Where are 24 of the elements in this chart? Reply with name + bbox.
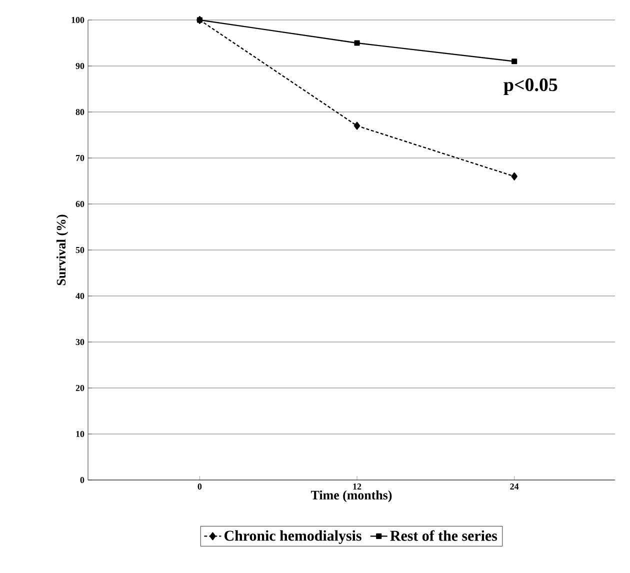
point <box>512 58 518 64</box>
y-tick-label: 50 <box>76 246 84 254</box>
point <box>196 17 202 23</box>
annotation: p<0.05 <box>504 78 558 96</box>
y-tick-label: 10 <box>76 430 84 438</box>
y-tick-label: 80 <box>76 108 84 116</box>
point <box>511 172 518 180</box>
y-tick-label: 100 <box>72 16 84 24</box>
point <box>354 40 360 46</box>
x-tick-label: 12 <box>353 484 362 490</box>
y-tick-label: 40 <box>76 292 84 300</box>
x-tick-label: 24 <box>510 484 519 490</box>
y-tick-label: 20 <box>76 384 84 392</box>
point <box>354 122 360 130</box>
y-tick-label: 0 <box>80 476 84 484</box>
legend-label: Rest of the series <box>390 530 498 541</box>
y-tick-label: 90 <box>76 62 84 70</box>
y-tick-label: 70 <box>76 154 84 162</box>
x-tick-label: 0 <box>198 484 202 490</box>
y-tick-label: 30 <box>76 338 84 346</box>
y-axis-title: Survival (%) <box>56 214 68 286</box>
x-axis-title: Time (months) <box>310 490 392 502</box>
y-tick-label: 60 <box>76 200 84 208</box>
legend-label: Chronic hemodialysis <box>224 530 362 544</box>
